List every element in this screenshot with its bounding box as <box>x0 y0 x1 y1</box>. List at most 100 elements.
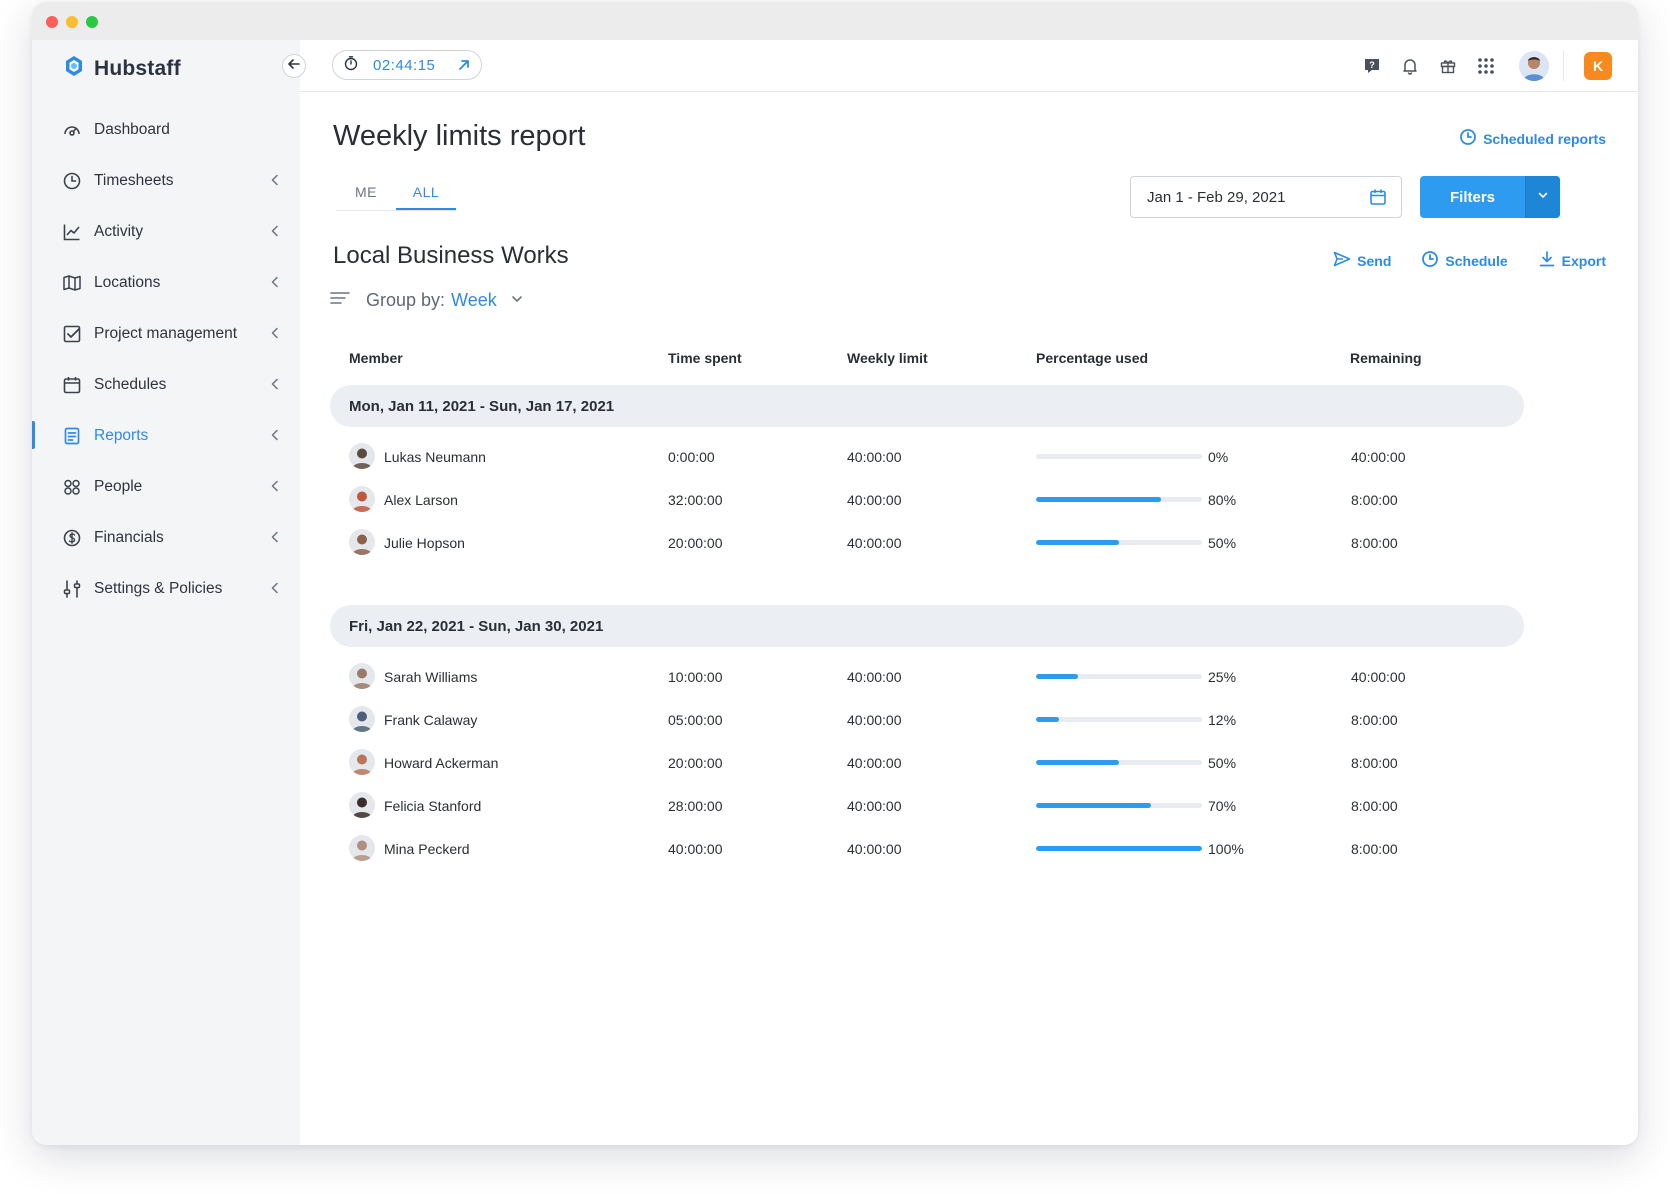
tab-all[interactable]: ALL <box>396 178 456 210</box>
sidebar-item-project-management[interactable]: Project management <box>32 308 300 359</box>
percentage-used-bar-fill <box>1036 497 1161 502</box>
maximize-window-button[interactable] <box>86 16 98 28</box>
send-button[interactable]: Send <box>1333 250 1391 271</box>
send-label: Send <box>1357 252 1392 269</box>
lines-icon <box>330 291 350 310</box>
sidebar-item-people[interactable]: People <box>32 461 300 512</box>
collapse-sidebar-button[interactable] <box>282 54 306 78</box>
filters-button[interactable]: Filters <box>1420 176 1560 218</box>
column-header-percentage-used: Percentage used <box>1036 350 1149 366</box>
member-name[interactable]: Frank Calaway <box>384 712 478 728</box>
chevron-left-icon[interactable] <box>270 275 280 293</box>
sidebar-item-financials[interactable]: Financials <box>32 512 300 563</box>
remaining-value: 40:00:00 <box>1351 669 1406 685</box>
chevron-left-icon[interactable] <box>270 581 280 599</box>
chevron-left-icon[interactable] <box>270 428 280 446</box>
member-name[interactable]: Sarah Williams <box>384 669 478 685</box>
close-window-button[interactable] <box>46 16 58 28</box>
clock-icon <box>1421 250 1439 271</box>
chevron-left-icon[interactable] <box>270 479 280 497</box>
column-header-member: Member <box>349 350 403 366</box>
sidebar-item-label: Project management <box>94 324 238 342</box>
member-scope-tabs: ME ALL <box>336 178 456 211</box>
people-icon <box>62 477 82 497</box>
time-spent-value: 05:00:00 <box>668 712 723 728</box>
app-window: Hubstaff Dashboard Timesheets Activity Loca… <box>32 2 1638 1145</box>
date-range-picker[interactable]: Jan 1 - Feb 29, 2021 <box>1130 176 1402 218</box>
percentage-used-value: 0% <box>1208 449 1229 465</box>
minimize-window-button[interactable] <box>66 16 78 28</box>
time-spent-value: 28:00:00 <box>668 798 723 814</box>
percentage-used-bar <box>1036 674 1202 679</box>
table-row: Howard Ackerman 20:00:00 40:00:00 50% 8:00:0… <box>330 743 1524 783</box>
remaining-value: 8:00:00 <box>1351 841 1398 857</box>
sidebar-item-schedules[interactable]: Schedules <box>32 359 300 410</box>
table-row: Sarah Williams 10:00:00 40:00:00 25% 40:00:0… <box>330 657 1524 697</box>
sidebar-item-label: Reports <box>94 426 149 444</box>
percentage-used-value: 12% <box>1208 712 1237 728</box>
help-icon[interactable]: ? <box>1353 50 1391 82</box>
member-name[interactable]: Howard Ackerman <box>384 755 499 771</box>
member-name[interactable]: Lukas Neumann <box>384 449 486 465</box>
table-row: Felicia Stanford 28:00:00 40:00:00 70% 8:00:… <box>330 786 1524 826</box>
member-name[interactable]: Alex Larson <box>384 492 458 508</box>
member-name[interactable]: Mina Peckerd <box>384 841 470 857</box>
gift-icon[interactable] <box>1429 50 1467 82</box>
sidebar-item-label: People <box>94 477 143 495</box>
percentage-used-bar-fill <box>1036 717 1060 722</box>
report-icon <box>62 426 82 446</box>
apps-grid-icon[interactable] <box>1467 50 1505 82</box>
time-spent-value: 40:00:00 <box>668 841 723 857</box>
clock-icon <box>1459 128 1477 149</box>
remaining-value: 8:00:00 <box>1351 755 1398 771</box>
sidebar-nav: Dashboard Timesheets Activity Locations Proj… <box>32 104 300 614</box>
remaining-value: 8:00:00 <box>1351 535 1398 551</box>
weekly-limit-value: 40:00:00 <box>847 712 902 728</box>
remaining-value: 8:00:00 <box>1351 492 1398 508</box>
sidebar-item-label: Schedules <box>94 375 167 393</box>
chevron-left-icon[interactable] <box>270 530 280 548</box>
sidebar-item-reports[interactable]: Reports <box>32 410 300 461</box>
timer-value: 02:44:15 <box>373 56 436 74</box>
sidebar-item-label: Settings & Policies <box>94 579 223 597</box>
member-name[interactable]: Julie Hopson <box>384 535 465 551</box>
brand[interactable]: Hubstaff <box>62 54 181 83</box>
table-row: Frank Calaway 05:00:00 40:00:00 12% 8:00:00 <box>330 700 1524 740</box>
export-button[interactable]: Export <box>1538 250 1606 271</box>
percentage-used-value: 25% <box>1208 669 1237 685</box>
organization-badge[interactable]: K <box>1584 52 1612 80</box>
chevron-left-icon[interactable] <box>270 377 280 395</box>
chevron-left-icon[interactable] <box>270 326 280 344</box>
weekly-limit-value: 40:00:00 <box>847 492 902 508</box>
sidebar-item-dashboard[interactable]: Dashboard <box>32 104 300 155</box>
schedule-button[interactable]: Schedule <box>1421 250 1508 271</box>
table-row: Lukas Neumann 0:00:00 40:00:00 0% 40:00:00 <box>330 437 1524 477</box>
open-timer-arrow-icon[interactable] <box>457 58 471 77</box>
member-name[interactable]: Felicia Stanford <box>384 798 482 814</box>
member-avatar <box>349 529 375 555</box>
timer-widget[interactable]: 02:44:15 <box>332 50 482 80</box>
column-header-weekly-limit: Weekly limit <box>847 350 928 366</box>
schedule-label: Schedule <box>1445 252 1508 269</box>
time-spent-value: 0:00:00 <box>668 449 715 465</box>
group-by-value: Week <box>451 290 497 310</box>
sidebar-item-settings-policies[interactable]: Settings & Policies <box>32 563 300 614</box>
time-spent-value: 20:00:00 <box>668 535 723 551</box>
scheduled-reports-link[interactable]: Scheduled reports <box>1459 128 1606 149</box>
tab-me[interactable]: ME <box>355 184 377 200</box>
user-avatar[interactable] <box>1519 51 1549 81</box>
sidebar-item-timesheets[interactable]: Timesheets <box>32 155 300 206</box>
sidebar-item-locations[interactable]: Locations <box>32 257 300 308</box>
sidebar-item-activity[interactable]: Activity <box>32 206 300 257</box>
hubstaff-logo-icon <box>62 54 86 83</box>
filters-dropdown-toggle[interactable] <box>1525 176 1560 218</box>
calendar-icon <box>62 375 82 395</box>
chevron-left-icon[interactable] <box>270 224 280 242</box>
table-row: Julie Hopson 20:00:00 40:00:00 50% 8:00:00 <box>330 523 1524 563</box>
chevron-down-icon <box>511 292 523 310</box>
member-avatar <box>349 835 375 861</box>
percentage-used-bar-fill <box>1036 760 1119 765</box>
group-by-selector[interactable]: Group by: Week <box>330 290 523 311</box>
bell-icon[interactable] <box>1391 50 1429 82</box>
chevron-left-icon[interactable] <box>270 173 280 191</box>
